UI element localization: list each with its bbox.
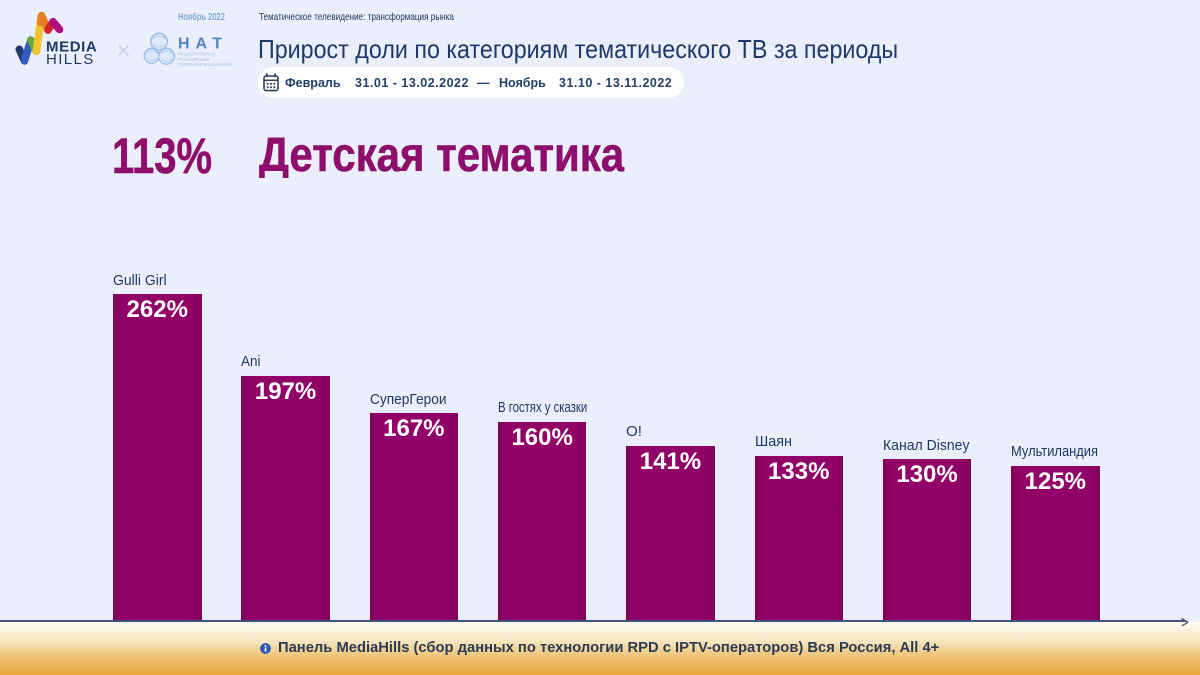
svg-text:НАЦИОНАЛЬНАЯ: НАЦИОНАЛЬНАЯ xyxy=(178,52,215,57)
svg-text:ТЕЛЕРАДИОВЕЩАТЕЛЕЙ: ТЕЛЕРАДИОВЕЩАТЕЛЕЙ xyxy=(178,62,232,66)
svg-text:MEDIA: MEDIA xyxy=(46,39,97,56)
svg-text:АССОЦИАЦИЯ: АССОЦИАЦИЯ xyxy=(178,57,209,62)
svg-text:HILLS: HILLS xyxy=(46,51,95,68)
svg-text:НАТ: НАТ xyxy=(178,36,228,53)
